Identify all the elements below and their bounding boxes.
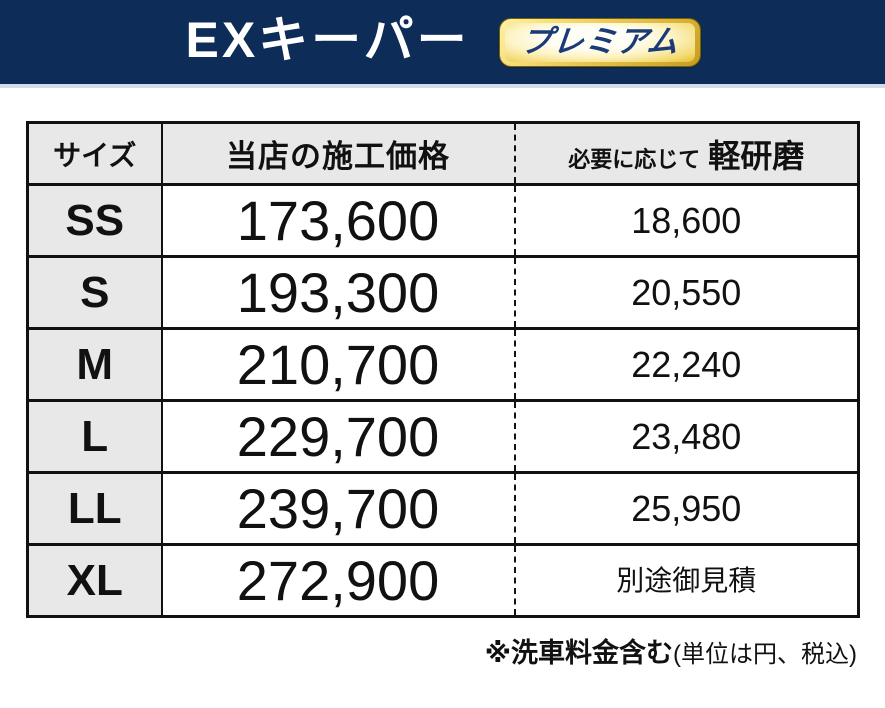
size-label: SS	[65, 195, 125, 245]
size-cell: S	[27, 256, 163, 330]
polish-cell: 22,240	[514, 328, 859, 402]
size-label: XL	[66, 555, 123, 605]
column-header-price: 当店の施工価格	[161, 122, 516, 186]
polish-value: 18,600	[631, 199, 742, 241]
polish-cell: 23,480	[514, 400, 859, 474]
top-banner: EXキーパー プレミアム	[0, 0, 885, 88]
table-row: XL 272,900 別途御見積	[27, 544, 859, 618]
table-row: L 229,700 23,480	[27, 400, 859, 474]
price-cell: 173,600	[161, 184, 516, 258]
polish-value: 22,240	[631, 343, 742, 385]
price-value: 239,700	[236, 476, 440, 540]
price-cell: 272,900	[161, 544, 516, 618]
footer-note-paren: (単位は円、税込)	[673, 641, 857, 668]
polish-cell: 20,550	[514, 256, 859, 330]
price-value: 229,700	[236, 404, 440, 468]
table-header-row: サイズ 当店の施工価格 必要に応じて 軽研磨	[27, 122, 859, 186]
polish-header-prefix: 必要に応じて	[568, 146, 701, 172]
size-label: L	[81, 411, 109, 461]
polish-cell: 25,950	[514, 472, 859, 546]
table-row: M 210,700 22,240	[27, 328, 859, 402]
premium-badge-label: プレミアム	[518, 23, 681, 59]
premium-badge: プレミアム	[499, 18, 700, 66]
polish-header-main: 軽研磨	[708, 137, 805, 174]
footer-note-bold: ※洗車料金含む	[484, 638, 674, 668]
page-title: EXキーパー	[185, 12, 470, 68]
price-cell: 193,300	[161, 256, 516, 330]
polish-value: 25,950	[631, 487, 742, 529]
polish-cell: 18,600	[514, 184, 859, 258]
size-cell: SS	[27, 184, 163, 258]
price-cell: 239,700	[161, 472, 516, 546]
table-row: S 193,300 20,550	[27, 256, 859, 330]
price-table-container: サイズ 当店の施工価格 必要に応じて 軽研磨 SS 173,600 18,600 …	[26, 121, 860, 618]
price-value: 193,300	[236, 260, 440, 324]
price-value: 272,900	[236, 548, 440, 612]
price-value: 210,700	[236, 332, 440, 396]
polish-value: 20,550	[631, 271, 742, 313]
price-table: サイズ 当店の施工価格 必要に応じて 軽研磨 SS 173,600 18,600 …	[26, 121, 860, 618]
polish-value: 23,480	[631, 415, 742, 457]
column-header-size: サイズ	[27, 122, 163, 186]
size-cell: L	[27, 400, 163, 474]
size-cell: LL	[27, 472, 163, 546]
polish-value: 別途御見積	[616, 564, 757, 596]
table-row: LL 239,700 25,950	[27, 472, 859, 546]
table-row: SS 173,600 18,600	[27, 184, 859, 258]
price-value: 173,600	[236, 188, 440, 252]
size-label: LL	[67, 483, 122, 533]
column-header-polish: 必要に応じて 軽研磨	[514, 122, 859, 186]
price-cell: 229,700	[161, 400, 516, 474]
price-cell: 210,700	[161, 328, 516, 402]
size-label: M	[76, 339, 114, 389]
size-label: S	[80, 267, 110, 317]
premium-badge-inner: プレミアム	[504, 22, 695, 62]
polish-cell: 別途御見積	[514, 544, 859, 618]
footer-note: ※洗車料金含む(単位は円、税込)	[26, 631, 857, 670]
size-cell: XL	[27, 544, 163, 618]
size-cell: M	[27, 328, 163, 402]
